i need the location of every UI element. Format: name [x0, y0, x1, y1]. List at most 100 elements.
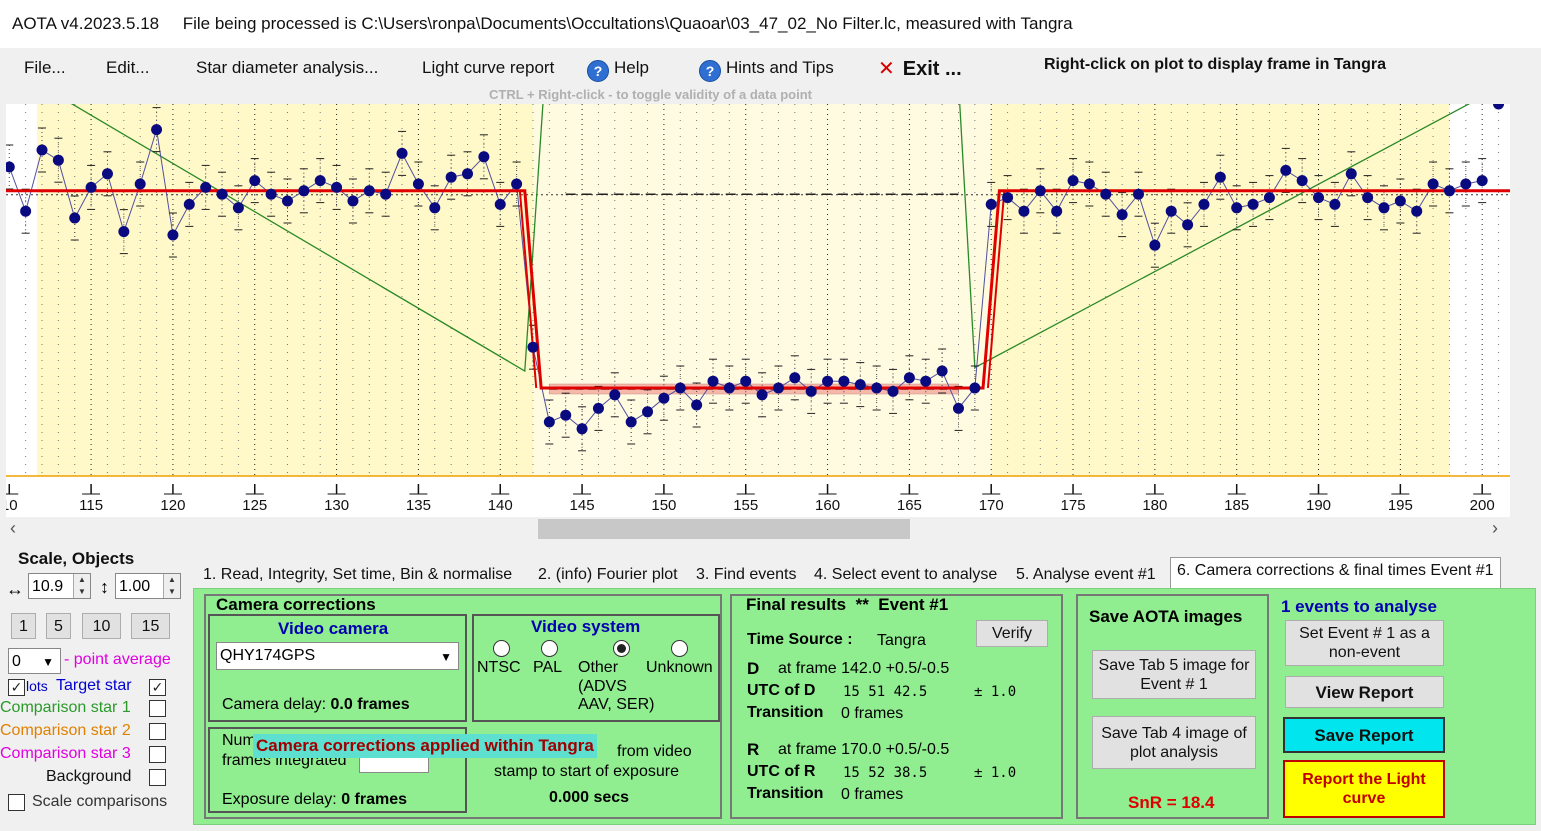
scale-5-button[interactable]: 5: [46, 613, 71, 639]
menu-edit[interactable]: Edit...: [106, 58, 150, 77]
data-point: [952, 402, 964, 414]
final-results-title: Final results ** Event #1: [746, 595, 948, 615]
d-label: D: [747, 659, 760, 678]
data-point: [429, 202, 441, 214]
spinner-arrows-icon[interactable]: ▲ ▼: [73, 574, 90, 598]
x-tick-label: 155: [733, 497, 758, 514]
light-curve-plot[interactable]: 10 115 120 125 130 135 140 145 150 155 160 165 170 17…: [0, 64, 1511, 517]
data-point: [1460, 178, 1472, 190]
report-light-curve-button[interactable]: Report the Light curve: [1283, 760, 1445, 818]
scale-10-button[interactable]: 10: [82, 613, 121, 639]
set-non-event-button[interactable]: Set Event # 1 as a non-event: [1285, 620, 1444, 666]
data-point: [576, 423, 588, 435]
tab-analyse-event[interactable]: 5. Analyse event #1: [1016, 566, 1156, 583]
tab-fourier[interactable]: 2. (info) Fourier plot: [538, 566, 678, 583]
unknown-radio[interactable]: [671, 640, 688, 657]
data-point: [1214, 171, 1226, 183]
comparison-2-checkbox[interactable]: [149, 723, 166, 740]
data-point: [52, 154, 64, 166]
x-tick-label: 140: [488, 497, 513, 514]
tab-select-event[interactable]: 4. Select event to analyse: [814, 566, 998, 583]
scale-comparisons-checkbox[interactable]: [8, 794, 25, 811]
save-tab4-button[interactable]: Save Tab 4 image of plot analysis: [1092, 716, 1256, 769]
transition-d-value: 0 frames: [841, 705, 904, 722]
spinner-arrows-icon[interactable]: ▲ ▼: [163, 574, 180, 598]
data-point: [1067, 175, 1079, 187]
background-checkbox[interactable]: [149, 769, 166, 786]
target-star-checkbox[interactable]: ✓: [149, 679, 166, 696]
data-point: [265, 188, 277, 200]
exposure-group: [208, 727, 467, 813]
time-source-label: Time Source :: [747, 631, 853, 648]
data-point: [85, 181, 97, 193]
scroll-right-icon[interactable]: ›: [1492, 518, 1498, 538]
time-source-value: Tangra: [877, 632, 926, 649]
other-sub2-label: AAV, SER): [578, 696, 655, 713]
data-point: [1362, 192, 1374, 204]
comparison-1-checkbox[interactable]: [149, 700, 166, 717]
x-tick-label: 160: [815, 497, 840, 514]
tab-read-integrity[interactable]: 1. Read, Integrity, Set time, Bin & norm…: [203, 566, 513, 583]
final-results-title-text: Final results: [746, 595, 847, 614]
tab-camera-corrections[interactable]: 6. Camera corrections & final times Even…: [1170, 557, 1501, 588]
data-point: [36, 144, 48, 156]
data-point: [101, 168, 113, 180]
scale-1-button[interactable]: 1: [11, 613, 36, 639]
data-point: [1198, 198, 1210, 210]
transition-d-label: Transition: [747, 704, 824, 721]
save-tab5-button[interactable]: Save Tab 5 image for Event # 1: [1092, 650, 1256, 699]
exposure-delay-label: Exposure delay: 0 frames: [222, 791, 407, 809]
data-point: [1263, 192, 1275, 204]
menu-file[interactable]: File...: [24, 58, 66, 77]
data-point: [674, 382, 686, 394]
verify-button[interactable]: Verify: [976, 620, 1048, 647]
tab-find-events[interactable]: 3. Find events: [696, 566, 797, 583]
help-icon: ?: [699, 60, 721, 82]
data-point: [592, 402, 604, 414]
data-point: [167, 229, 179, 241]
scroll-thumb[interactable]: [538, 519, 910, 539]
plot-svg[interactable]: 10 115 120 125 130 135 140 145 150 155 160 165 170 17…: [0, 64, 1511, 517]
data-point: [1051, 205, 1063, 217]
menu-light-curve-report[interactable]: Light curve report: [422, 58, 555, 77]
video-system-title: Video system: [531, 617, 641, 636]
save-report-button[interactable]: Save Report: [1283, 717, 1445, 753]
plot-scrollbar[interactable]: ‹ ›: [6, 517, 1510, 541]
x-tick-label: 125: [242, 497, 267, 514]
h-scale-spinner[interactable]: 10.9 ▲ ▼: [28, 573, 91, 599]
comparison-3-checkbox[interactable]: [149, 746, 166, 763]
menu-hints[interactable]: ? Hints and Tips: [699, 58, 834, 82]
ntsc-radio[interactable]: [493, 640, 510, 657]
data-point: [20, 205, 32, 217]
data-point: [920, 375, 932, 387]
scale-15-button[interactable]: 15: [131, 613, 170, 639]
menu-exit[interactable]: ✕ Exit ...: [878, 56, 962, 81]
point-average-select[interactable]: 0 ▼: [8, 648, 61, 674]
data-point: [1329, 198, 1341, 210]
num-label: Num: [222, 732, 256, 749]
data-point: [969, 382, 981, 394]
data-point: [707, 375, 719, 387]
utc-d-error: ± 1.0: [974, 684, 1017, 700]
menu-help[interactable]: ? Help: [587, 58, 649, 82]
data-point: [412, 178, 424, 190]
fit-line: [6, 189, 1510, 390]
pal-radio[interactable]: [541, 640, 558, 657]
background-label: Background: [46, 768, 132, 785]
data-point: [1002, 192, 1014, 204]
data-point: [249, 175, 261, 187]
data-point: [560, 409, 572, 421]
camera-select[interactable]: QHY174GPS ▼: [216, 642, 459, 670]
other-radio[interactable]: [613, 640, 630, 657]
pal-label: PAL: [533, 659, 563, 676]
v-scale-spinner[interactable]: 1.00 ▲ ▼: [115, 573, 181, 599]
x-tick-label: 170: [979, 497, 1004, 514]
data-point: [1313, 192, 1325, 204]
data-point: [936, 365, 948, 377]
camera-select-value: QHY174GPS: [220, 647, 316, 664]
data-point: [887, 385, 899, 397]
menu-star-diameter[interactable]: Star diameter analysis...: [196, 58, 379, 77]
plots-checkbox[interactable]: ✓: [8, 679, 25, 696]
scroll-left-icon[interactable]: ‹: [10, 518, 16, 538]
view-report-button[interactable]: View Report: [1285, 676, 1444, 708]
